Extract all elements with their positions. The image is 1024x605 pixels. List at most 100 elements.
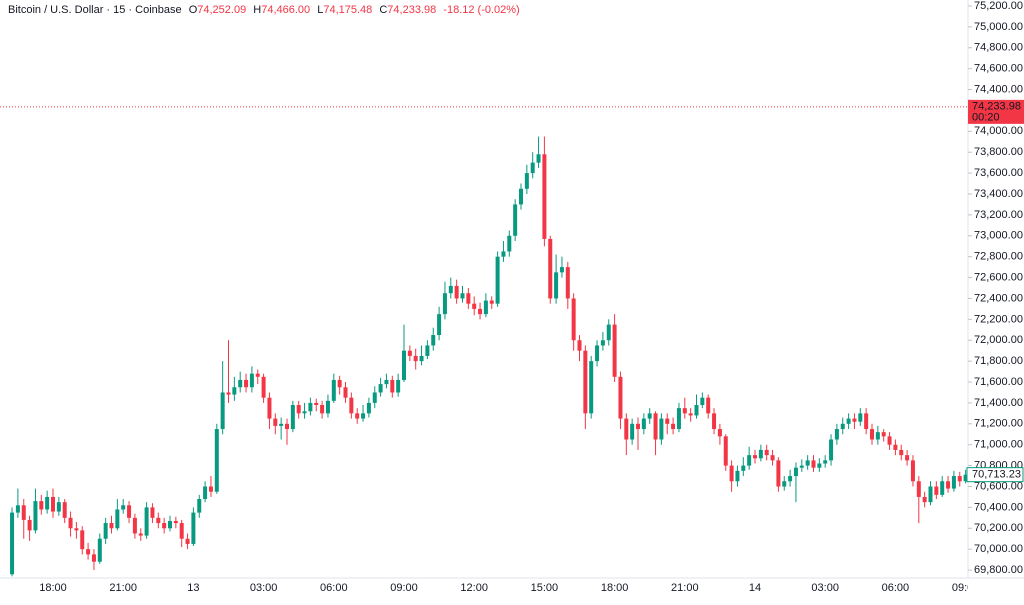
h-label: H [253,4,261,16]
candle-body [138,533,143,536]
y-tick-label: 72,600.00 [974,271,1023,283]
candle-body [793,467,798,477]
x-tick-label: 13 [187,582,199,594]
candle-body [290,405,295,430]
y-tick-label: 72,000.00 [974,334,1023,346]
open-value: 74,252.09 [197,4,246,16]
candle-body [817,463,822,468]
candle-body [413,355,418,362]
y-tick-label: 70,400.00 [974,501,1023,513]
candle-body [788,476,793,482]
x-tick-label: 12:00 [460,582,488,594]
candle-body [606,324,611,341]
candle-body [33,501,38,531]
candle-body [144,507,149,536]
candle-body [530,162,535,174]
candle-body [636,423,640,430]
candle-body [659,418,664,440]
candle-body [589,361,594,414]
y-tick-label: 71,800.00 [974,355,1023,367]
candle-body [829,439,834,461]
candle-body [179,523,184,539]
candle-body [325,400,330,414]
candle-body [600,340,605,346]
candle-body [501,251,506,257]
candle-body [115,509,120,529]
candle-body [56,502,61,512]
countdown-label: 00:20 [972,111,1000,123]
candle-body [279,423,284,426]
y-tick-label: 74,400.00 [974,83,1023,95]
last-close-label: 70,713.23 [972,469,1021,481]
candle-body [478,308,483,315]
candle-body [776,460,781,487]
candle-body [442,293,447,315]
candle-body [244,379,249,388]
candle-body [238,379,243,388]
candle-body [764,449,769,456]
y-tick-label: 72,200.00 [974,313,1023,325]
candle-body [577,340,582,351]
candle-body [951,476,956,489]
candle-body [208,486,213,492]
candle-body [39,501,44,510]
candle-body [782,481,787,487]
current-price-label: 74,233.98 [972,100,1021,112]
candle-body [51,496,55,512]
candle-body [630,423,635,440]
candle-body [753,455,757,459]
candle-body [425,345,430,356]
candle-body [267,397,272,419]
candle-body [513,204,518,236]
candle-body [612,324,617,377]
candle-body [700,397,705,406]
candle-body [232,387,237,395]
candle-body [548,238,553,299]
y-tick-label: 72,400.00 [974,292,1023,304]
candle-body [407,350,412,356]
y-tick-label: 71,400.00 [974,397,1023,409]
candle-body [729,465,734,482]
candle-body [864,413,869,430]
x-tick-label: 18:00 [39,582,67,594]
candle-body [308,402,313,412]
candle-body [805,460,810,466]
candle-body [694,405,699,416]
candle-body [671,423,676,430]
candle-body [361,413,366,419]
last-close-box [966,467,1024,483]
candle-body [45,496,50,510]
candle-body [559,267,564,273]
y-tick-label: 70,200.00 [974,522,1023,534]
y-tick-label: 73,600.00 [974,167,1023,179]
y-tick-label: 75,200.00 [974,0,1023,12]
candle-body [402,350,406,380]
candle-body [495,256,500,304]
candle-body [834,429,839,440]
candle-body [109,523,114,529]
candle-body [214,429,219,492]
y-tick-label: 71,000.00 [974,439,1023,451]
candle-body [460,293,465,299]
candle-body [156,517,161,524]
candle-body [366,402,371,414]
y-tick-label: 74,000.00 [974,125,1023,137]
o-label: O [189,4,198,16]
candle-body [168,520,172,529]
candle-body [472,303,477,309]
candle-body [688,413,693,416]
candle-body [226,392,231,395]
y-tick-label: 74,600.00 [974,63,1023,75]
candle-body [507,235,512,252]
candle-body [682,408,687,414]
candle-body [963,474,968,482]
x-tick-label: 06:00 [882,582,910,594]
high-value: 74,466.00 [261,4,310,16]
y-tick-label: 72,800.00 [974,251,1023,263]
legend-header: Bitcoin / U.S. Dollar · 15 · Coinbase O7… [8,4,520,16]
candle-body [741,465,746,471]
candle-body [624,418,629,440]
candle-body [916,481,921,497]
candle-body [91,554,96,562]
